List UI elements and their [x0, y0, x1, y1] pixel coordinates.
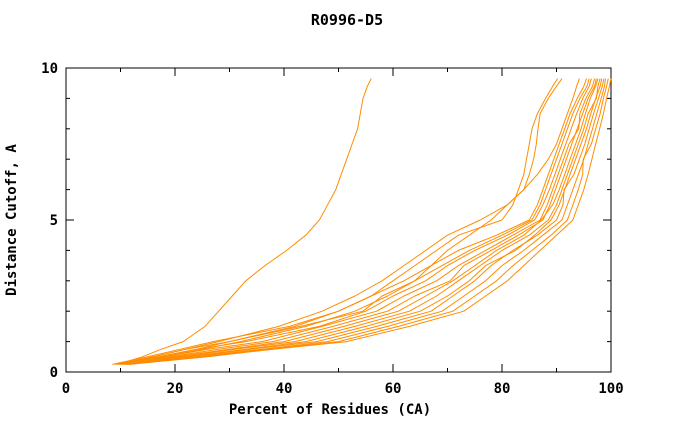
chart-title: R0996-D5	[311, 11, 383, 29]
model-curve-7	[117, 78, 592, 365]
x-tick-label: 40	[276, 381, 293, 397]
model-curve-14	[125, 78, 606, 365]
axis-ticks	[65, 67, 612, 373]
model-curve-1	[117, 78, 372, 365]
model-curves	[112, 78, 612, 365]
x-tick-label: 80	[494, 381, 511, 397]
model-curve-5	[112, 78, 587, 365]
y-tick-label: 5	[50, 213, 58, 229]
model-curve-8	[120, 78, 596, 365]
y-tick-label: 10	[41, 61, 58, 77]
model-curve-3	[117, 78, 563, 365]
axis-tick-labels: 0 20 40 60 80 100 0 5 10	[41, 61, 624, 397]
model-curve-10	[123, 78, 599, 365]
model-curve-4	[120, 78, 580, 365]
x-tick-label: 0	[62, 381, 70, 397]
model-curve-12	[125, 78, 603, 365]
model-curve-15	[128, 78, 609, 365]
x-axis-label: Percent of Residues (CA)	[229, 402, 431, 418]
model-curve-13	[125, 78, 605, 365]
y-tick-label: 0	[50, 365, 58, 381]
x-tick-label: 100	[598, 381, 623, 397]
x-tick-label: 60	[385, 381, 402, 397]
x-tick-label: 20	[167, 381, 184, 397]
model-curve-6	[114, 78, 590, 365]
y-axis-label: Distance Cutoff, A	[4, 144, 20, 296]
model-curve-9	[120, 78, 597, 365]
model-curve-11	[123, 78, 601, 365]
model-curve-16	[128, 78, 612, 365]
